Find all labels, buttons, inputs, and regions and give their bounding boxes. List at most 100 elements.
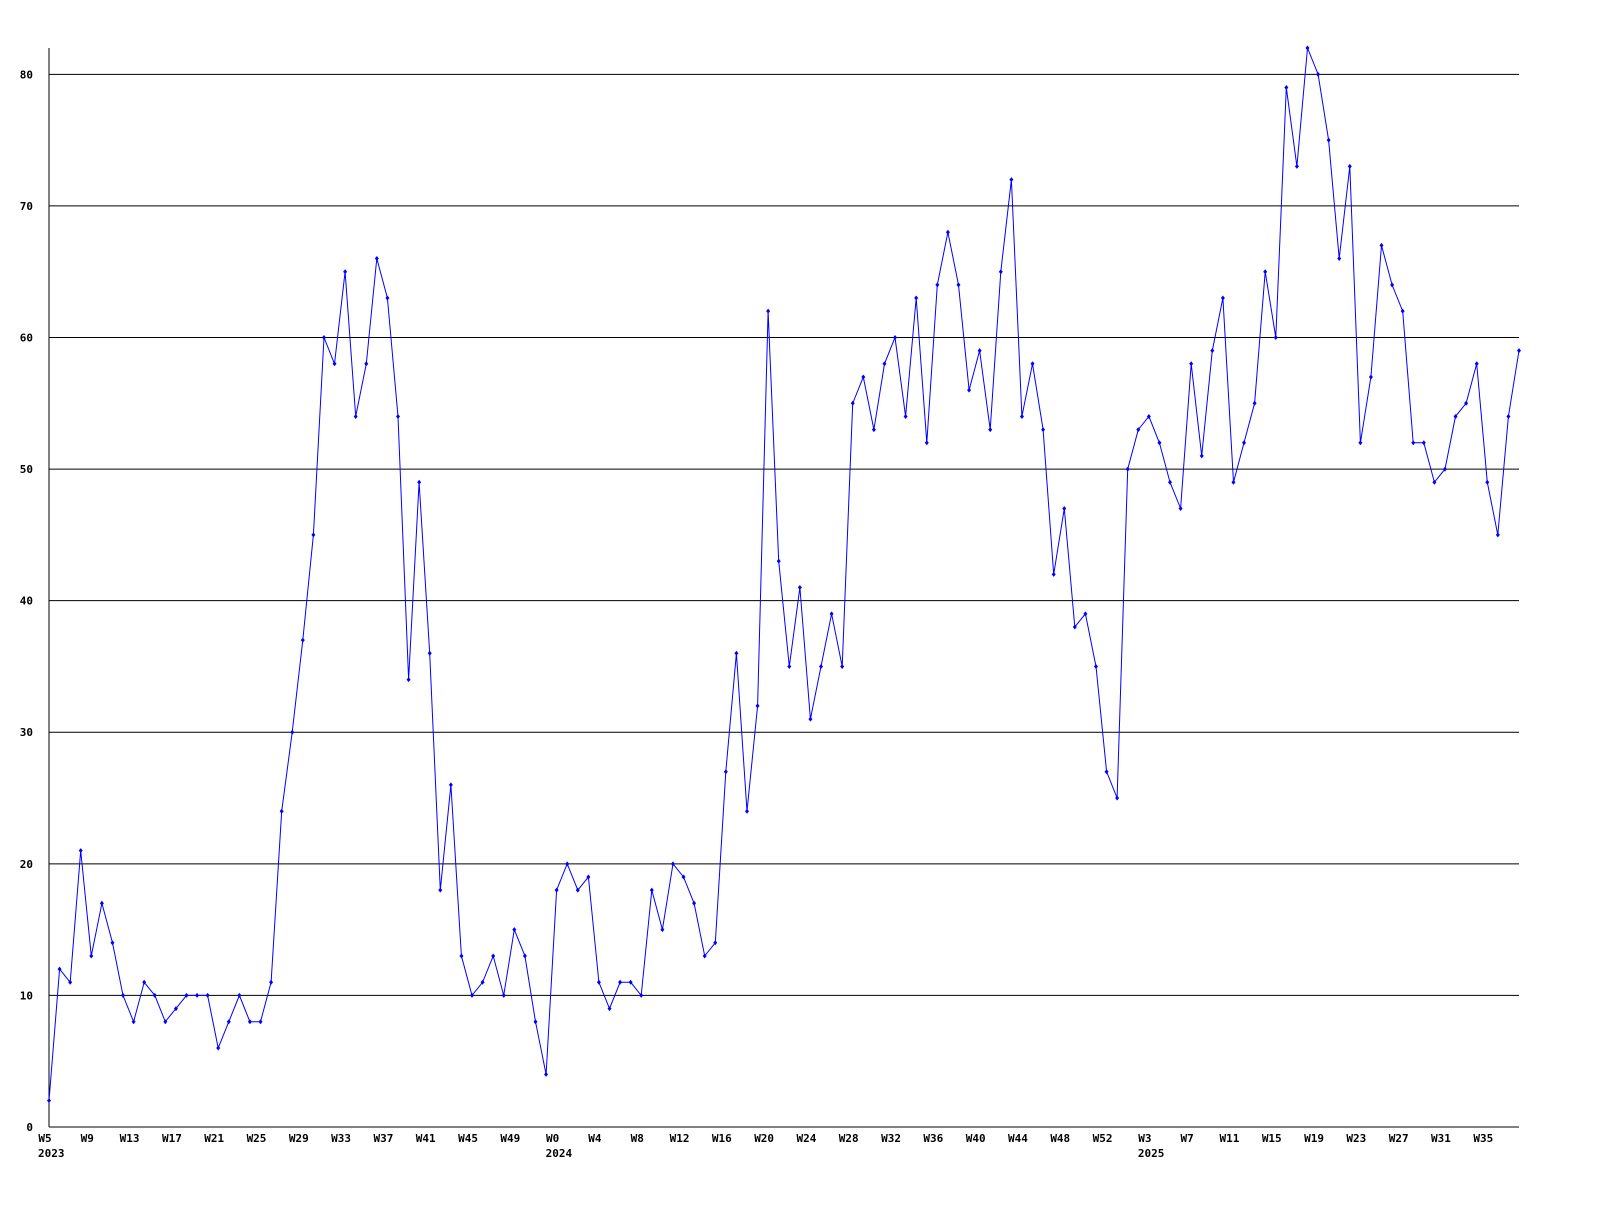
point [353,413,358,419]
point [195,992,200,998]
point [522,953,527,959]
point [163,1019,168,1025]
point [1400,308,1405,314]
x-tick-label: W19 [1304,1132,1324,1145]
point [797,585,802,590]
point [226,1019,231,1025]
point [78,848,83,854]
point [776,558,781,564]
point [470,992,475,998]
x-tick-label: W52 [1093,1132,1113,1145]
point [1326,137,1331,143]
point [1390,282,1395,288]
x-tick-label: W23 [1346,1132,1366,1145]
x-year-label: 2023 [38,1147,65,1160]
x-tick-label: W33 [331,1132,351,1145]
point [1305,45,1310,51]
x-tick-label: W37 [373,1132,393,1145]
point [216,1045,221,1051]
point [766,308,771,314]
point [649,887,654,893]
point [819,663,824,669]
x-tick-label: W7 [1181,1132,1194,1145]
point [1358,440,1363,446]
point [1199,453,1204,459]
x-tick-label: W48 [1050,1132,1070,1145]
x-tick-label: W29 [289,1132,309,1145]
point [670,861,675,867]
x-tick-label: W9 [81,1132,94,1145]
y-tick-label: 20 [20,858,33,871]
point [247,1019,252,1025]
point [1379,242,1384,248]
point [829,611,834,617]
point [692,900,697,906]
x-tick-label: W36 [923,1132,943,1145]
point [1210,348,1215,354]
point [956,282,961,288]
point [1464,400,1469,406]
point [374,256,379,262]
point [343,269,348,275]
point [924,440,929,446]
point [1474,361,1479,367]
x-tick-label: W31 [1431,1132,1451,1145]
point [300,637,305,643]
x-tick-label: W44 [1008,1132,1028,1145]
x-tick-label: W3 [1138,1132,1151,1145]
point [565,861,570,867]
point [977,348,982,354]
point [1051,571,1056,577]
point [544,1071,549,1077]
x-tick-label: W24 [797,1132,817,1145]
point [787,663,792,669]
point [882,361,887,367]
point [734,650,739,656]
x-tick-label: W17 [162,1132,182,1145]
point [702,953,707,959]
point [723,769,728,775]
point [1506,413,1511,419]
point [893,334,898,340]
point [575,887,580,893]
point [1242,440,1247,446]
point [1041,427,1046,433]
point [459,953,464,959]
point [1368,374,1373,380]
point [406,677,411,683]
point [1189,361,1194,367]
x-tick-label: W15 [1262,1132,1282,1145]
point [321,334,326,340]
point [121,992,126,998]
point [713,940,718,946]
x-tick-label: W27 [1389,1132,1409,1145]
point [808,716,813,722]
point [967,387,972,393]
point [596,979,601,985]
point [628,979,633,985]
point [364,361,369,367]
point [681,874,686,880]
point [998,269,1003,275]
point [935,282,940,288]
y-tick-label: 40 [20,595,33,608]
point [586,874,591,880]
x-tick-label: W45 [458,1132,478,1145]
point [110,940,115,946]
point [184,992,189,998]
point [554,887,559,893]
point [639,992,644,998]
point [744,808,749,814]
point [385,295,390,301]
point [1294,163,1299,169]
point [491,953,496,959]
y-tick-label: 80 [20,68,33,81]
point [1146,413,1151,419]
x-tick-label: W13 [120,1132,140,1145]
x-tick-label: W21 [204,1132,224,1145]
x-tick-label: W25 [247,1132,267,1145]
x-tick-label: W40 [966,1132,986,1145]
point [205,992,210,998]
point [1273,334,1278,340]
point [173,1006,178,1012]
